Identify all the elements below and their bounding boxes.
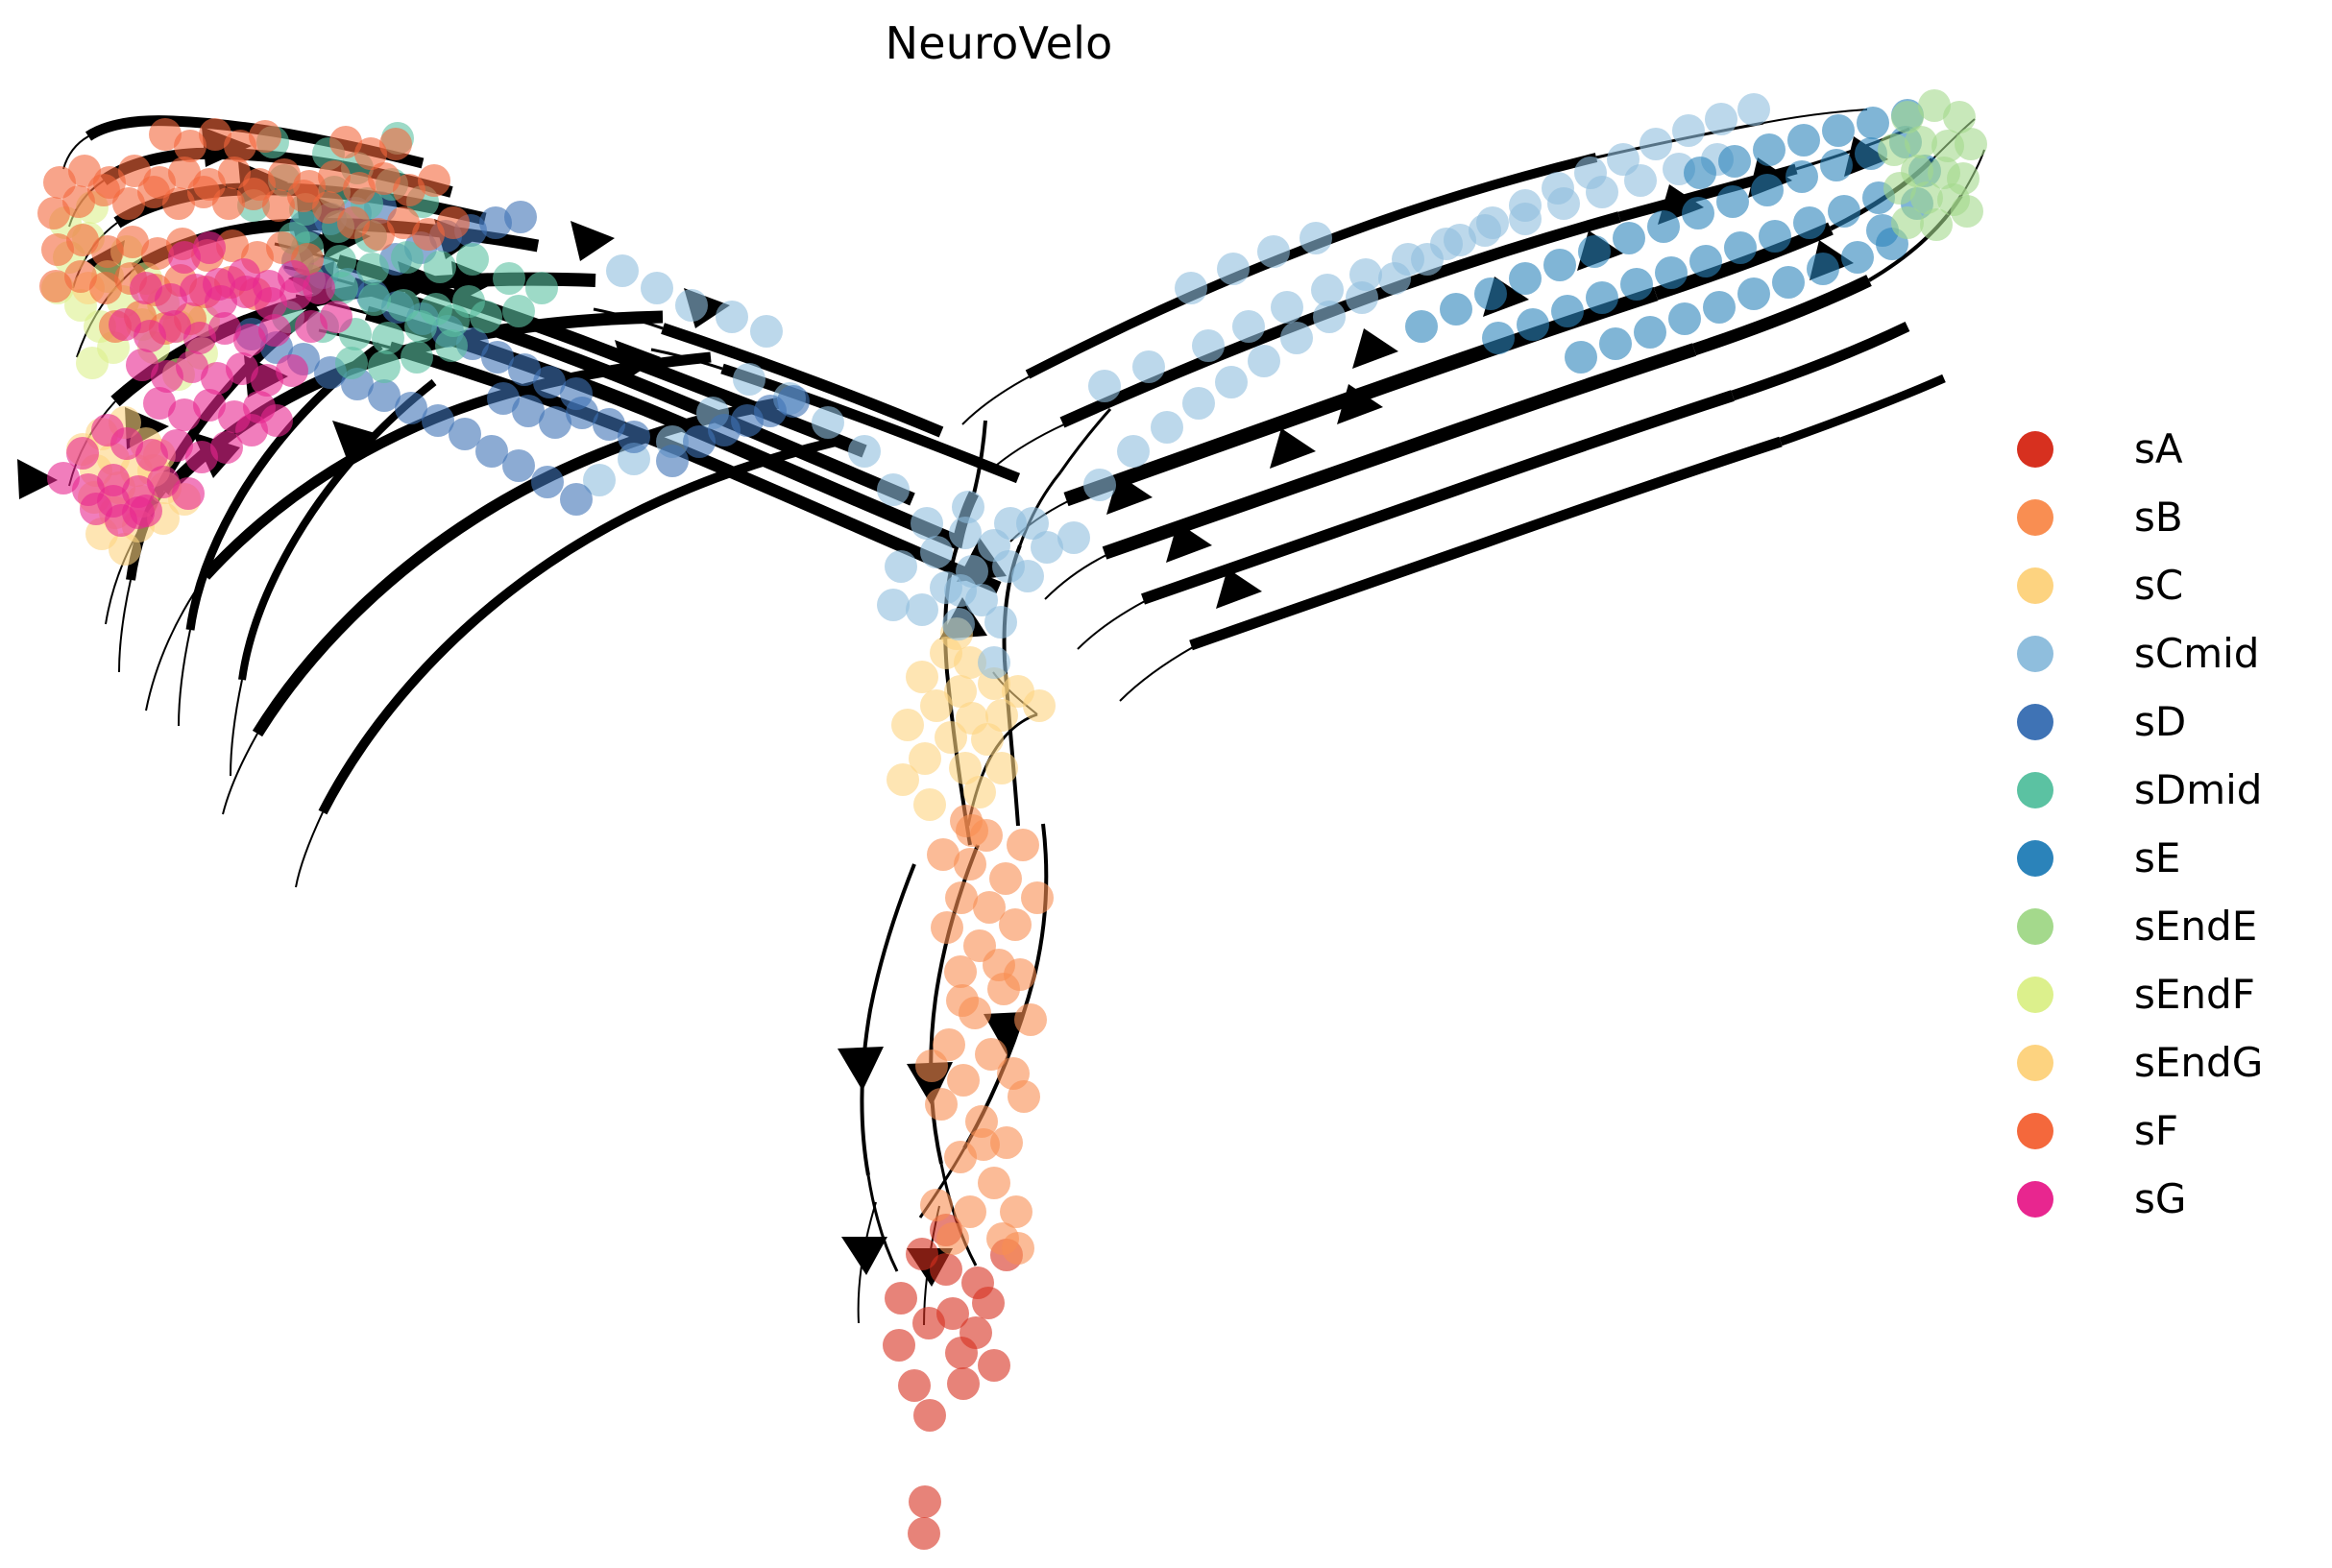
legend-label-sE: sE: [2134, 833, 2181, 881]
legend-item-sB[interactable]: sB: [2004, 483, 2330, 551]
legend-swatch-sE: [2017, 839, 2053, 877]
cell-scatter-layer: [37, 89, 1987, 1550]
legend-item-sCmid[interactable]: sCmid: [2004, 619, 2330, 688]
legend-item-sE[interactable]: sE: [2004, 824, 2330, 892]
legend-item-sA[interactable]: sA: [2004, 415, 2330, 483]
legend-swatch-sEndG: [2017, 1044, 2053, 1081]
legend-label-sC: sC: [2134, 561, 2184, 609]
legend-item-sC[interactable]: sC: [2004, 551, 2330, 619]
legend-swatch-sD: [2017, 703, 2053, 740]
scatter-series-sF: [37, 118, 470, 345]
plot-canvas: [17, 89, 1987, 1550]
legend-item-sDmid[interactable]: sDmid: [2004, 756, 2330, 824]
legend-swatch-sC: [2017, 567, 2053, 604]
legend-swatch-sEndF: [2017, 976, 2053, 1013]
scatter-series-sC: [887, 617, 1056, 821]
legend-swatch-sA: [2017, 430, 2053, 468]
legend-label-sG: sG: [2134, 1174, 2187, 1222]
legend: sA sB sC sCmid sD sDmid sE sEndE: [2004, 415, 2330, 1233]
legend-item-sEndG[interactable]: sEndG: [2004, 1028, 2330, 1097]
scatter-series-sG: [47, 231, 352, 537]
legend-item-sF[interactable]: sF: [2004, 1097, 2330, 1165]
legend-swatch-sEndE: [2017, 907, 2053, 945]
scatter-series-sB: [915, 805, 1054, 1265]
page-title: NeuroVelo: [885, 17, 1113, 69]
legend-label-sB: sB: [2134, 493, 2183, 541]
legend-item-sEndF[interactable]: sEndF: [2004, 960, 2330, 1028]
legend-label-sEndF: sEndF: [2134, 970, 2255, 1018]
legend-item-sG[interactable]: sG: [2004, 1165, 2330, 1233]
legend-swatch-sG: [2017, 1180, 2053, 1218]
legend-item-sD[interactable]: sD: [2004, 688, 2330, 756]
scatter-series-sEndE: [1878, 89, 1987, 241]
legend-swatch-sCmid: [2017, 635, 2053, 672]
legend-label-sA: sA: [2134, 424, 2183, 472]
legend-label-sEndG: sEndG: [2134, 1038, 2264, 1086]
scatter-series-sA: [883, 1214, 1023, 1550]
legend-swatch-sF: [2017, 1112, 2053, 1149]
legend-label-sCmid: sCmid: [2134, 629, 2260, 677]
legend-label-sD: sD: [2134, 697, 2187, 745]
legend-label-sEndE: sEndE: [2134, 902, 2258, 950]
legend-label-sDmid: sDmid: [2134, 765, 2263, 813]
scatter-series-sCmid: [583, 93, 1770, 679]
legend-swatch-sB: [2017, 498, 2053, 536]
legend-item-sEndE[interactable]: sEndE: [2004, 892, 2330, 960]
legend-label-sF: sF: [2134, 1106, 2179, 1154]
legend-swatch-sDmid: [2017, 771, 2053, 808]
